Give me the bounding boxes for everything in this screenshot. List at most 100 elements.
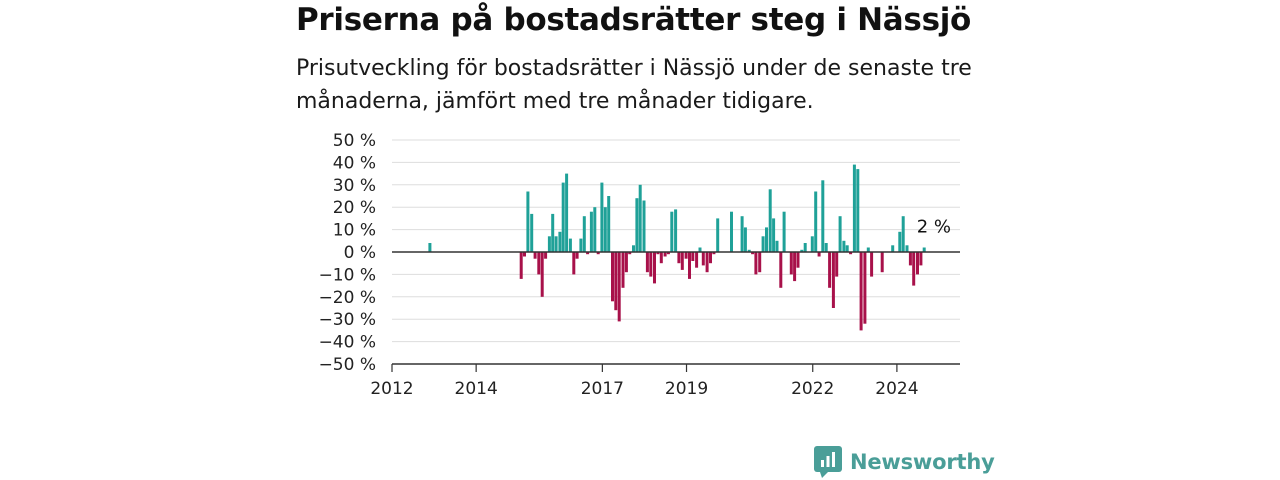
bar <box>751 252 755 255</box>
bars <box>428 164 926 331</box>
bar <box>870 252 874 277</box>
bar <box>701 252 705 266</box>
bar <box>568 238 572 252</box>
bar <box>537 252 541 275</box>
bar <box>603 207 607 252</box>
chart-subtitle: Prisutveckling för bostadsrätter i Nässj… <box>296 56 972 114</box>
y-axis-labels: 50 %40 % 30 %20 % 10 %0 %−10 % −20 %−30 % −4… <box>319 131 376 375</box>
bar <box>551 213 555 252</box>
bar <box>628 252 632 255</box>
y-tick-label: −10 % <box>319 265 376 285</box>
bar <box>852 164 856 252</box>
bar <box>905 245 909 252</box>
bar <box>638 184 642 252</box>
bar <box>772 218 776 252</box>
bar <box>824 243 828 252</box>
bar <box>793 252 797 282</box>
bar <box>691 252 695 261</box>
x-tick-label: 2017 <box>581 379 624 399</box>
bar <box>898 231 902 252</box>
bar <box>716 218 720 252</box>
bar <box>582 216 586 252</box>
bar <box>586 252 590 255</box>
bar <box>916 252 919 275</box>
bar <box>530 213 534 252</box>
bar <box>649 252 653 277</box>
bar <box>747 249 751 252</box>
bar <box>782 211 786 252</box>
bar <box>891 245 895 252</box>
bar <box>674 209 678 252</box>
bar <box>866 247 870 252</box>
bar <box>526 191 530 252</box>
bar <box>817 252 821 257</box>
bar <box>565 173 569 252</box>
bar <box>810 236 814 252</box>
bar <box>659 252 663 264</box>
bar <box>695 252 699 268</box>
x-tick-label: 2022 <box>791 379 834 399</box>
bar <box>761 236 765 252</box>
bar <box>589 211 593 252</box>
bar <box>758 252 762 273</box>
bar <box>544 252 548 259</box>
bar <box>677 252 681 264</box>
bar <box>428 243 432 252</box>
bar <box>803 243 807 252</box>
bar <box>912 252 916 286</box>
bar <box>611 252 614 302</box>
bar <box>740 216 744 252</box>
bar <box>712 252 716 255</box>
bar <box>656 252 660 255</box>
bar <box>800 249 804 252</box>
bar <box>624 252 628 273</box>
bar <box>621 252 625 288</box>
bar <box>789 252 793 275</box>
y-tick-label: 0 % <box>344 243 376 263</box>
bar <box>698 247 702 252</box>
x-tick-label: 2012 <box>370 379 413 399</box>
brand-name: Newsworthy <box>850 450 995 474</box>
x-tick-label: 2024 <box>875 379 918 399</box>
bar <box>908 252 912 266</box>
x-tick-label: 2014 <box>455 379 498 399</box>
bar <box>821 180 825 252</box>
bar <box>754 252 758 275</box>
y-tick-label: −30 % <box>319 310 376 330</box>
bar <box>768 189 772 252</box>
newsworthy-logo-icon <box>814 446 842 478</box>
y-tick-label: −50 % <box>319 355 376 375</box>
bar <box>547 236 551 252</box>
bar <box>684 252 688 259</box>
y-tick-label: 30 % <box>333 176 376 196</box>
bar <box>617 252 621 322</box>
bar <box>849 252 853 255</box>
bar <box>842 240 846 252</box>
bar <box>572 252 576 275</box>
y-tick-label: −20 % <box>319 288 376 308</box>
last-value-annotation: 2 % <box>917 217 951 238</box>
bar <box>845 245 849 252</box>
bar <box>523 252 526 257</box>
bar <box>575 252 579 259</box>
bar <box>635 198 639 252</box>
bar <box>859 252 863 331</box>
bar <box>730 211 733 252</box>
bar <box>519 252 523 279</box>
bar <box>554 236 558 252</box>
newsworthy-brand: Newsworthy <box>814 446 995 478</box>
bar <box>642 200 646 252</box>
bar <box>614 252 618 311</box>
y-tick-label: −40 % <box>319 333 376 353</box>
bar <box>688 252 691 279</box>
bar <box>607 196 611 252</box>
y-tick-label: 10 % <box>333 221 376 241</box>
bar <box>533 252 537 259</box>
bar <box>743 227 747 252</box>
bar <box>579 238 583 252</box>
bar <box>709 252 712 264</box>
bar <box>593 207 597 252</box>
bar <box>680 252 684 270</box>
bar <box>600 182 604 252</box>
